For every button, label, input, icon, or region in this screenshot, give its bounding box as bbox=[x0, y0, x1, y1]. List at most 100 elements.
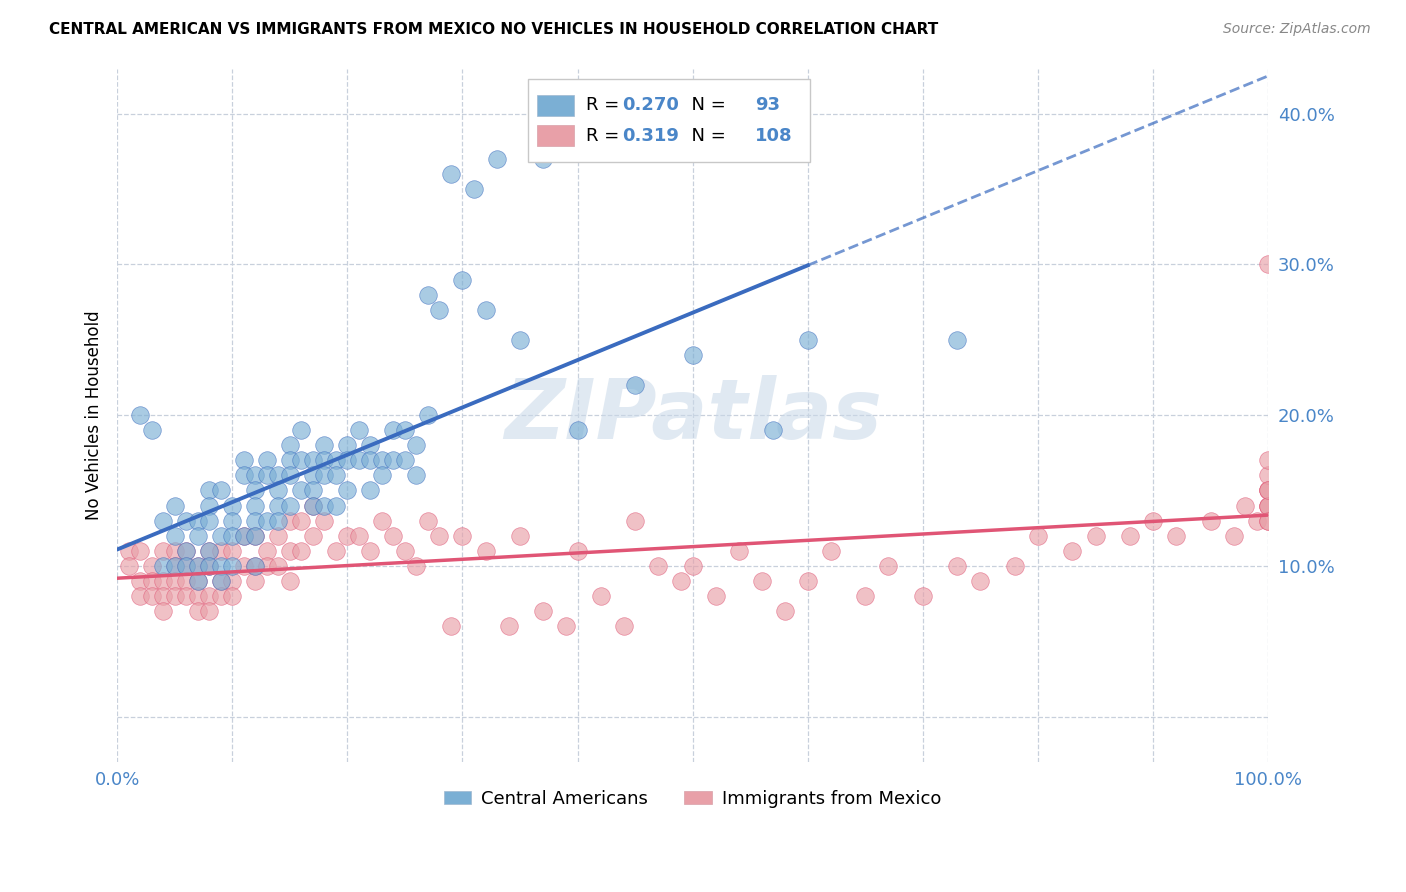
Point bbox=[152, 574, 174, 588]
Point bbox=[256, 514, 278, 528]
Point bbox=[290, 514, 312, 528]
Point bbox=[797, 333, 820, 347]
Text: N =: N = bbox=[681, 96, 731, 114]
Point bbox=[1257, 257, 1279, 271]
Point bbox=[174, 574, 197, 588]
Point bbox=[141, 423, 163, 437]
Point bbox=[1084, 529, 1107, 543]
Point bbox=[1004, 558, 1026, 573]
Point bbox=[463, 182, 485, 196]
Point bbox=[797, 574, 820, 588]
Text: R =: R = bbox=[586, 96, 624, 114]
Point bbox=[314, 453, 336, 467]
Point bbox=[198, 604, 221, 618]
Point bbox=[624, 514, 647, 528]
Point bbox=[1142, 514, 1164, 528]
Point bbox=[256, 558, 278, 573]
Point bbox=[429, 529, 451, 543]
Point bbox=[1257, 499, 1279, 513]
Point bbox=[267, 499, 290, 513]
Point bbox=[163, 499, 186, 513]
Point bbox=[336, 438, 359, 452]
Point bbox=[278, 543, 301, 558]
Point bbox=[1164, 529, 1187, 543]
Point bbox=[416, 408, 439, 422]
Text: CENTRAL AMERICAN VS IMMIGRANTS FROM MEXICO NO VEHICLES IN HOUSEHOLD CORRELATION : CENTRAL AMERICAN VS IMMIGRANTS FROM MEXI… bbox=[49, 22, 938, 37]
Point bbox=[498, 619, 520, 633]
Point bbox=[187, 558, 209, 573]
Point bbox=[198, 514, 221, 528]
Point bbox=[773, 604, 796, 618]
Point bbox=[451, 529, 474, 543]
Point bbox=[290, 423, 312, 437]
Point bbox=[209, 589, 232, 603]
Point bbox=[221, 558, 243, 573]
Point bbox=[267, 514, 290, 528]
Point bbox=[152, 558, 174, 573]
Point bbox=[118, 558, 141, 573]
Point bbox=[359, 483, 381, 498]
Text: 108: 108 bbox=[755, 127, 793, 145]
Point bbox=[267, 558, 290, 573]
Point bbox=[371, 514, 394, 528]
Point bbox=[163, 558, 186, 573]
Point bbox=[278, 499, 301, 513]
Point bbox=[820, 543, 842, 558]
Point bbox=[174, 543, 197, 558]
Point bbox=[762, 423, 785, 437]
Point bbox=[1257, 468, 1279, 483]
Point bbox=[347, 423, 370, 437]
Point bbox=[129, 408, 152, 422]
Point bbox=[232, 529, 254, 543]
Point bbox=[209, 558, 232, 573]
Point bbox=[267, 529, 290, 543]
Text: 93: 93 bbox=[755, 96, 780, 114]
Point bbox=[1257, 514, 1279, 528]
Point bbox=[451, 272, 474, 286]
Text: 0.270: 0.270 bbox=[623, 96, 679, 114]
Point bbox=[1257, 483, 1279, 498]
Point bbox=[314, 514, 336, 528]
Point bbox=[911, 589, 934, 603]
Point bbox=[751, 574, 773, 588]
Point bbox=[129, 574, 152, 588]
Point bbox=[163, 589, 186, 603]
Point bbox=[187, 589, 209, 603]
Point bbox=[209, 529, 232, 543]
Point bbox=[302, 529, 325, 543]
Point bbox=[209, 483, 232, 498]
Legend: Central Americans, Immigrants from Mexico: Central Americans, Immigrants from Mexic… bbox=[436, 782, 949, 815]
Point bbox=[198, 589, 221, 603]
Point bbox=[405, 468, 427, 483]
Point bbox=[152, 604, 174, 618]
Point bbox=[198, 499, 221, 513]
Point bbox=[394, 453, 416, 467]
Point bbox=[163, 529, 186, 543]
Point bbox=[1257, 499, 1279, 513]
Point bbox=[336, 483, 359, 498]
Point bbox=[221, 499, 243, 513]
Point bbox=[1119, 529, 1142, 543]
Point bbox=[314, 438, 336, 452]
Point bbox=[129, 589, 152, 603]
Point bbox=[163, 558, 186, 573]
Point bbox=[877, 558, 900, 573]
Point bbox=[704, 589, 727, 603]
Point bbox=[245, 574, 267, 588]
Point bbox=[267, 483, 290, 498]
Point bbox=[359, 438, 381, 452]
Text: Source: ZipAtlas.com: Source: ZipAtlas.com bbox=[1223, 22, 1371, 37]
Point bbox=[969, 574, 991, 588]
Y-axis label: No Vehicles in Household: No Vehicles in Household bbox=[86, 310, 103, 520]
Point bbox=[440, 619, 463, 633]
Point bbox=[302, 499, 325, 513]
Point bbox=[256, 453, 278, 467]
Point bbox=[1257, 514, 1279, 528]
Point bbox=[325, 543, 347, 558]
Point bbox=[314, 499, 336, 513]
Point bbox=[314, 468, 336, 483]
Point bbox=[302, 483, 325, 498]
Point bbox=[394, 543, 416, 558]
Point bbox=[245, 529, 267, 543]
Point bbox=[278, 438, 301, 452]
